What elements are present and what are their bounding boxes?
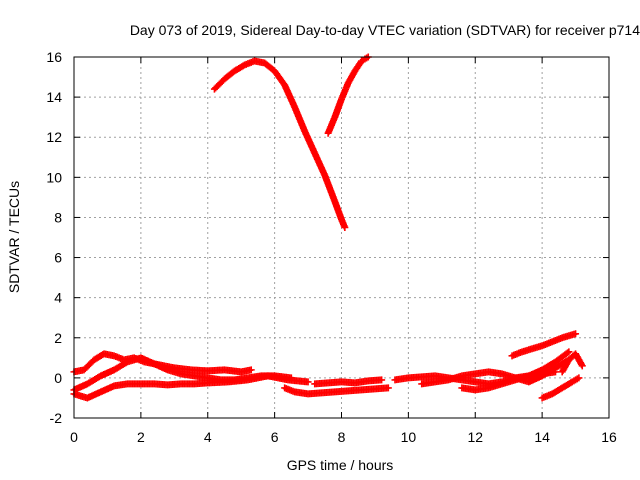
tick-layer: 0 2 4 6 8 10 12 14 16 -2 0 2 4 6 8 10 12 14 16 bbox=[46, 49, 617, 445]
data-layer bbox=[70, 53, 586, 402]
y-tick-label: 4 bbox=[54, 290, 62, 306]
y-tick-label: -2 bbox=[50, 410, 63, 426]
x-axis-title: GPS time / hours bbox=[287, 457, 394, 473]
data-point-markers bbox=[281, 384, 392, 398]
y-axis-title: SDTVAR / TECUs bbox=[6, 181, 22, 293]
series-arc-low-11 bbox=[558, 350, 586, 376]
chart-title: Day 073 of 2019, Sidereal Day-to-day VTE… bbox=[130, 22, 640, 38]
plot-frame bbox=[73, 56, 610, 419]
x-tick-label: 16 bbox=[601, 429, 617, 445]
y-tick-label: 0 bbox=[54, 370, 62, 386]
y-tick-label: 16 bbox=[46, 49, 62, 65]
series-arc-high-2 bbox=[324, 53, 372, 137]
x-tick-label: 12 bbox=[467, 429, 483, 445]
data-point-markers bbox=[508, 330, 580, 360]
x-tick-label: 6 bbox=[271, 429, 279, 445]
data-point-markers bbox=[311, 376, 386, 388]
series-arc-low-4 bbox=[281, 384, 392, 398]
series-arc-low-5 bbox=[311, 376, 386, 388]
y-tick-label: 8 bbox=[54, 209, 62, 225]
y-tick-label: 10 bbox=[46, 169, 62, 185]
x-tick-label: 2 bbox=[137, 429, 145, 445]
x-tick-label: 10 bbox=[401, 429, 417, 445]
y-tick-label: 6 bbox=[54, 250, 62, 266]
data-point-markers bbox=[558, 350, 586, 376]
data-point-markers bbox=[210, 57, 349, 231]
series-arc-low-8 bbox=[458, 348, 573, 394]
y-tick-label: 14 bbox=[46, 89, 62, 105]
x-tick-label: 8 bbox=[338, 429, 346, 445]
x-tick-label: 0 bbox=[70, 429, 78, 445]
y-tick-label: 2 bbox=[54, 330, 62, 346]
data-point-markers bbox=[458, 348, 573, 394]
grid-layer bbox=[74, 57, 609, 418]
series-arc-low-10 bbox=[538, 374, 583, 402]
x-tick-label: 4 bbox=[204, 429, 212, 445]
data-point-markers bbox=[538, 374, 583, 402]
data-point-markers bbox=[324, 53, 372, 137]
y-tick-label: 12 bbox=[46, 129, 62, 145]
series-arc-low-9 bbox=[508, 330, 580, 360]
x-tick-label: 14 bbox=[534, 429, 550, 445]
series-arc-high-1 bbox=[210, 57, 349, 231]
